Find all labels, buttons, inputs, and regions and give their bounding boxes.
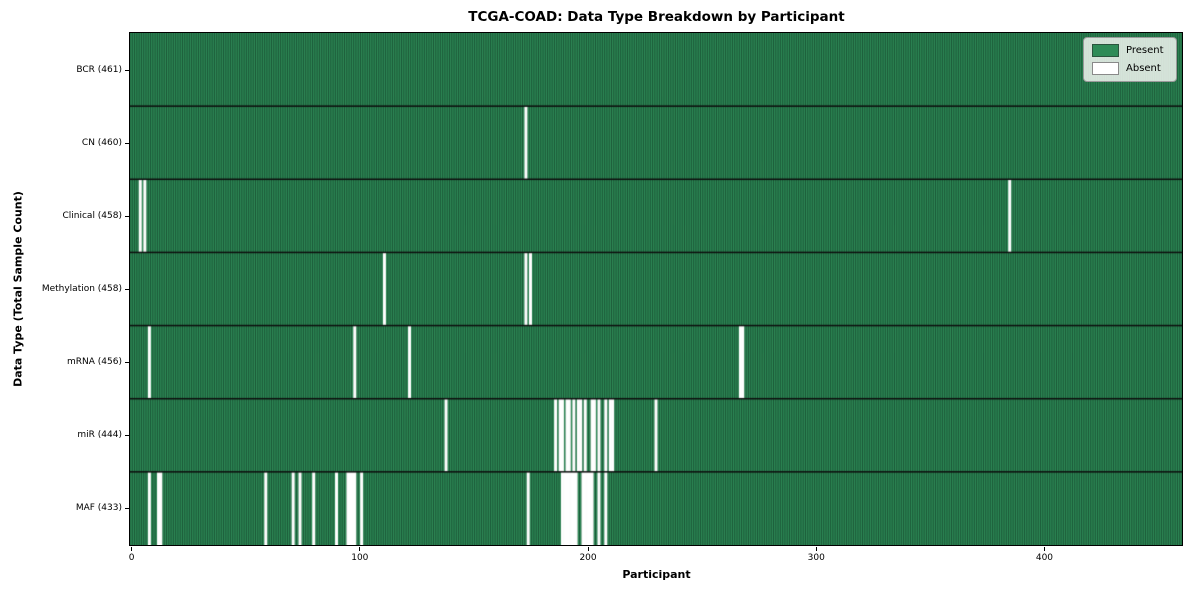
x-axis-label: Participant [622,568,691,581]
y-tick-label: MAF (433) [75,503,122,514]
legend-entry-present: Present [1092,44,1168,57]
y-tick-mark [125,215,129,217]
x-tick-label: 0 [128,553,135,563]
y-tick-label: Methylation (458) [41,284,122,294]
y-tick-label: CN (460) [81,137,122,148]
x-tick-label: 300 [807,553,825,563]
x-tick-mark [131,547,133,551]
x-tick-mark [587,547,589,551]
y-tick-label: BCR (461) [76,64,122,75]
legend: Present Absent [1083,37,1177,82]
x-tick-mark [815,547,817,551]
y-tick-label: Clinical (458) [62,210,122,221]
y-tick-mark [125,69,129,71]
y-tick-mark [125,508,129,510]
y-tick-mark [125,362,129,364]
y-tick-label: mRNA (456) [67,357,122,368]
y-tick-label: miR (444) [77,430,122,441]
x-tick-mark [359,547,361,551]
x-tick-mark [1043,547,1045,551]
chart-title: TCGA-COAD: Data Type Breakdown by Partic… [468,9,845,25]
present-swatch-icon [1092,44,1119,57]
x-tick-label: 200 [579,553,597,563]
y-tick-mark [125,435,129,437]
legend-entry-absent: Absent [1092,62,1168,75]
y-tick-mark [125,142,129,144]
legend-label: Absent [1126,63,1161,74]
y-tick-mark [125,289,129,290]
legend-label: Present [1126,45,1164,56]
x-tick-label: 400 [1035,553,1054,563]
plot-area [129,32,1183,546]
heatmap-canvas [130,33,1182,545]
absent-swatch-icon [1092,62,1119,75]
x-tick-label: 100 [351,553,369,563]
